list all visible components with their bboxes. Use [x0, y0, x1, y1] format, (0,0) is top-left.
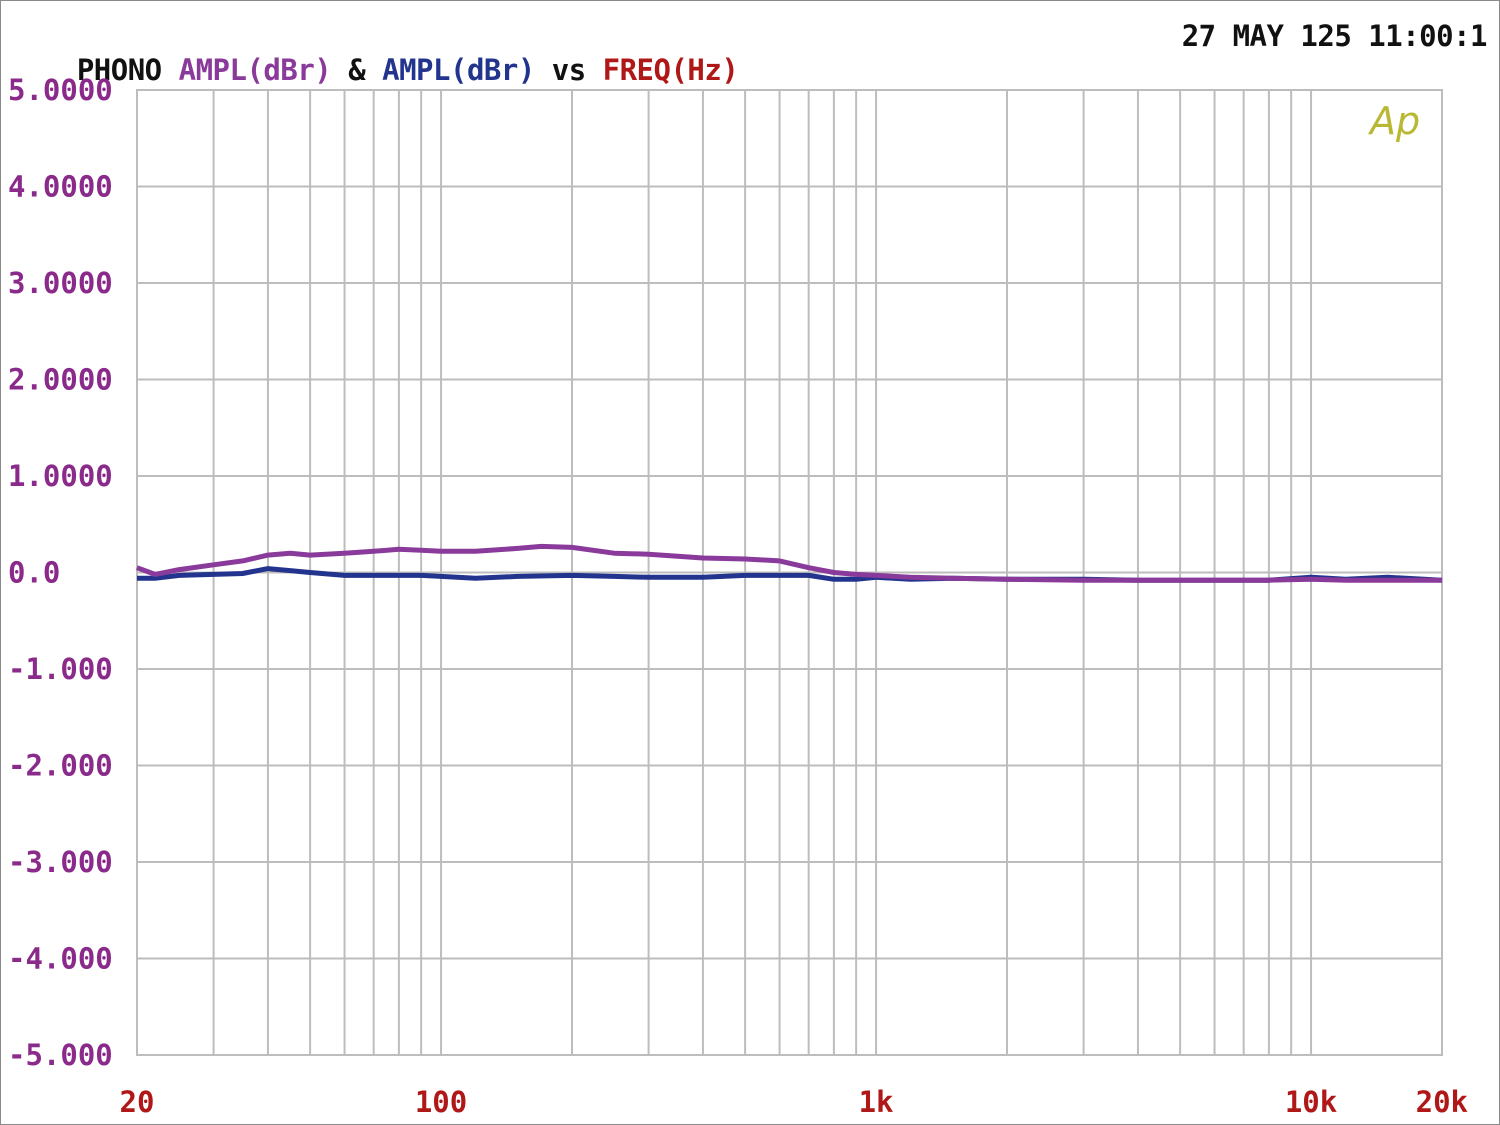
ap-logo: Ap: [1367, 99, 1420, 143]
header-vs: vs: [534, 53, 603, 87]
timestamp: 27 MAY 125 11:00:1: [1181, 19, 1488, 53]
x-tick-label: 20: [120, 1085, 155, 1119]
series-line-1: [136, 543, 1442, 583]
header-ampersand: &: [331, 53, 383, 87]
y-tick-label: 2.0000: [8, 363, 113, 397]
y-tick-label: -4.000: [8, 942, 113, 976]
x-tick-label: 20k: [1416, 1085, 1468, 1119]
chart-header: PHONO AMPL(dBr) & AMPL(dBr) vs FREQ(Hz): [9, 19, 739, 87]
y-tick-label: -1.000: [8, 652, 113, 686]
y-tick-label: 5.0000: [8, 73, 113, 107]
y-tick-labels: 5.0000 4.0000 3.0000 2.0000 1.0000 0.0 -1.000 -…: [8, 73, 113, 1072]
y-tick-label: 4.0000: [8, 170, 113, 204]
x-tick-labels: 20 100 1k 10k 20k: [120, 1085, 1468, 1119]
y-tick-label: -3.000: [8, 845, 113, 879]
x-tick-label: 100: [415, 1085, 467, 1119]
header-prefix: PHONO: [76, 53, 179, 87]
series1-label: AMPL(dBr): [178, 53, 332, 87]
y-tick-label: 0.0: [8, 556, 60, 590]
series2-label: AMPL(dBr): [382, 53, 535, 87]
xaxis-label: FREQ(Hz): [602, 53, 739, 87]
y-tick-label: -2.000: [8, 749, 113, 783]
y-tick-label: 3.0000: [8, 266, 113, 300]
x-tick-label: 10k: [1285, 1085, 1337, 1119]
y-tick-label: 1.0000: [8, 459, 113, 493]
x-tick-label: 1k: [859, 1085, 894, 1119]
series-lines: [136, 543, 1443, 583]
y-tick-label: -5.000: [8, 1038, 113, 1072]
